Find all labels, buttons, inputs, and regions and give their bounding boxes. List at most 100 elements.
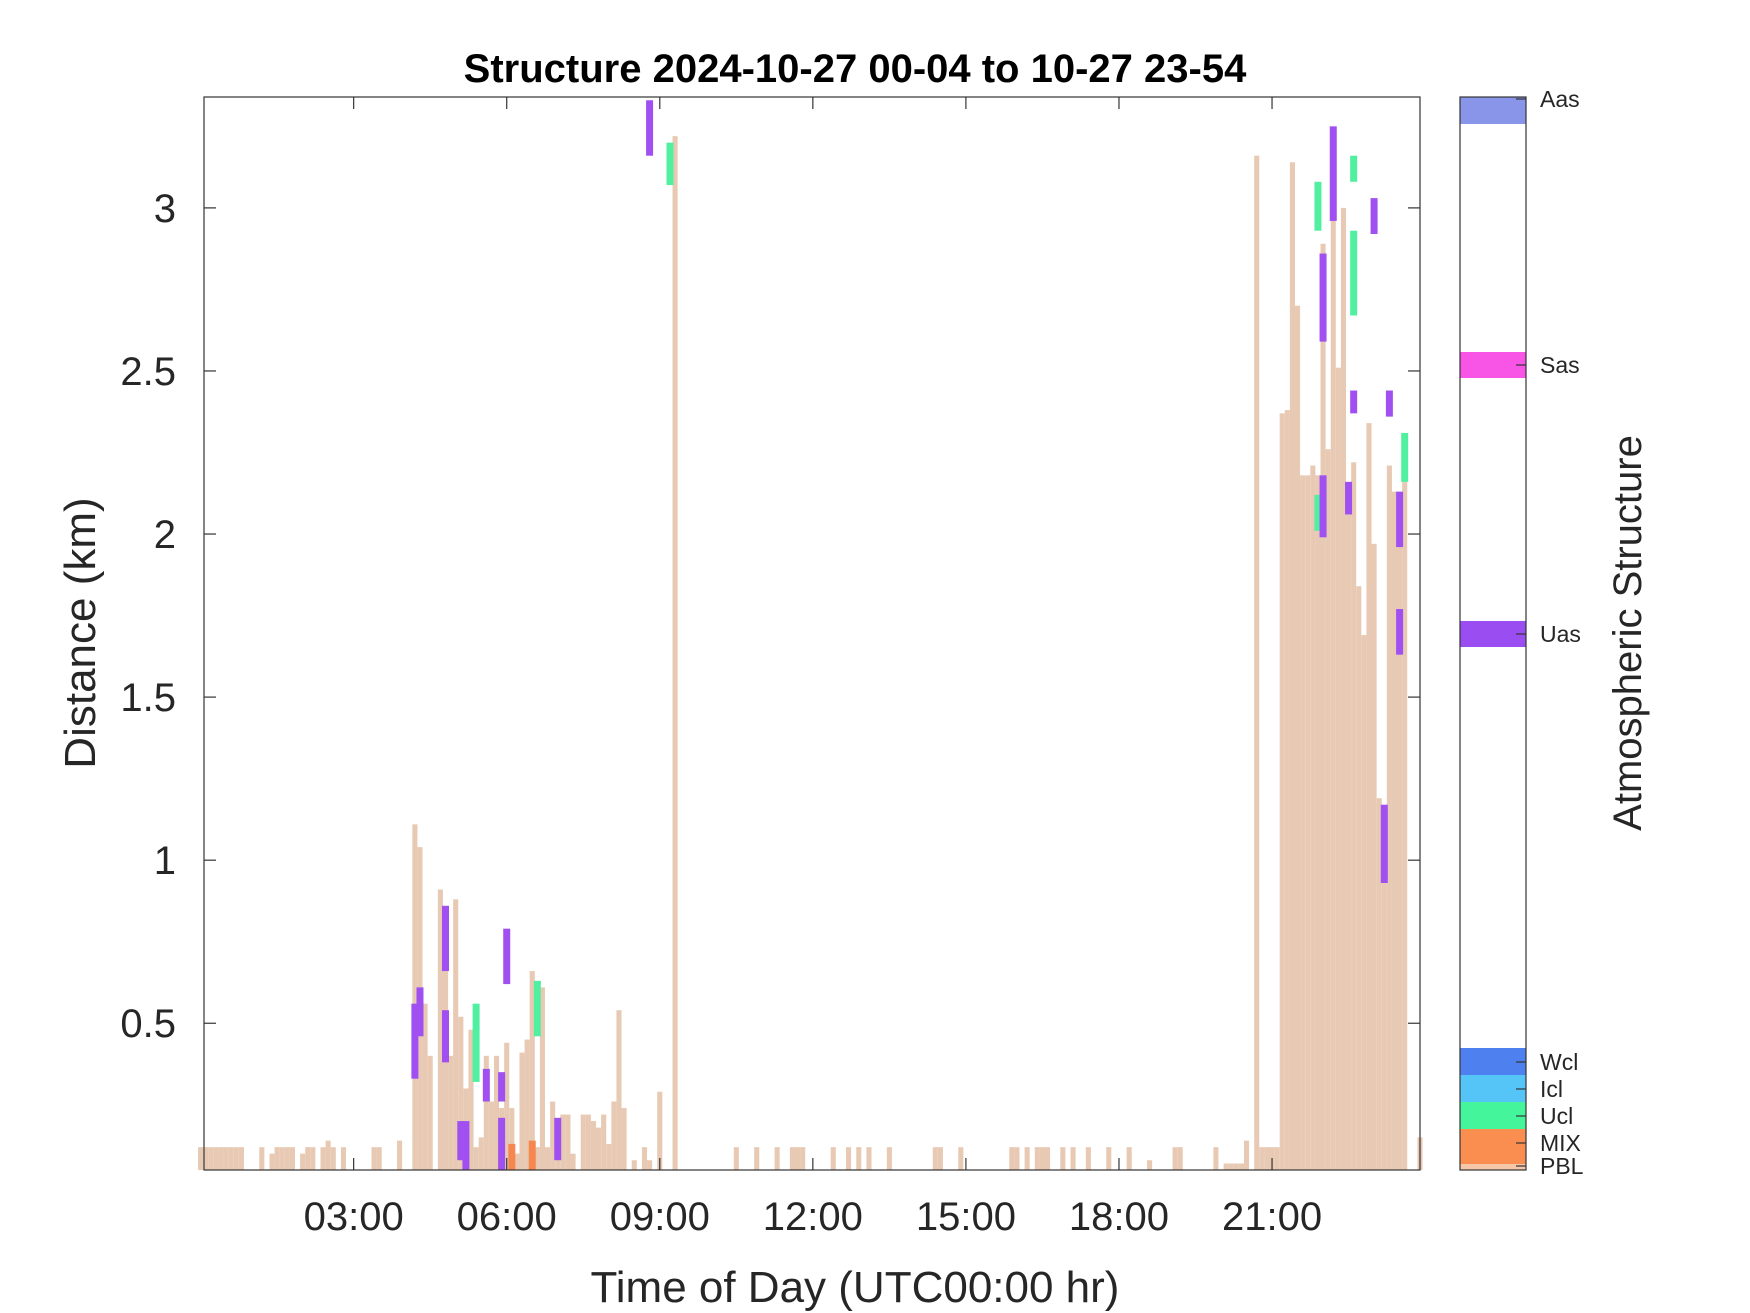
x-tick-label: 15:00 bbox=[916, 1195, 1016, 1239]
pbl-bar bbox=[1381, 804, 1387, 1170]
pbl-bar bbox=[1366, 423, 1372, 1170]
pbl-bar bbox=[274, 1147, 280, 1170]
pbl-bar bbox=[1238, 1163, 1244, 1170]
pbl-bar bbox=[310, 1147, 316, 1170]
uas-segment-series bbox=[411, 100, 1404, 1170]
pbl-bar bbox=[458, 1016, 464, 1170]
pbl-bar bbox=[616, 1010, 622, 1170]
pbl-bar bbox=[1356, 586, 1362, 1170]
pbl-bar bbox=[932, 1147, 938, 1170]
x-axis: 03:00 06:00 09:00 12:00 15:00 18:00 21:00 bbox=[304, 97, 1322, 1239]
y-axis: 0.5 1 1.5 2 2.5 3 bbox=[120, 187, 1420, 1046]
pbl-bar bbox=[1233, 1163, 1239, 1170]
pbl-bar bbox=[1223, 1163, 1229, 1170]
pbl-bar bbox=[412, 824, 418, 1170]
colorbar-block-aas bbox=[1460, 97, 1526, 124]
pbl-bar bbox=[606, 1143, 612, 1170]
uas-segment bbox=[554, 1117, 562, 1161]
plot-area: 03:00 06:00 09:00 12:00 15:00 18:00 21:00 0.5 1… bbox=[120, 96, 1423, 1239]
colorbar-label-pbl: PBL bbox=[1540, 1153, 1584, 1179]
y-tick-label: 0.5 bbox=[120, 1002, 176, 1046]
pbl-bar bbox=[228, 1147, 234, 1170]
uas-segment bbox=[457, 1121, 465, 1161]
y-tick-label: 2.5 bbox=[120, 350, 176, 394]
pbl-bar bbox=[340, 1147, 347, 1170]
pbl-bar bbox=[846, 1147, 852, 1170]
pbl-bar bbox=[611, 1101, 617, 1170]
pbl-bar bbox=[1371, 543, 1377, 1170]
uas-segment bbox=[498, 1072, 506, 1102]
ucl-segment-series bbox=[472, 142, 1409, 1082]
pbl-bar bbox=[1361, 635, 1367, 1170]
pbl-bar bbox=[1351, 462, 1357, 1170]
pbl-bar bbox=[596, 1127, 602, 1170]
y-axis-label: Distance (km) bbox=[56, 497, 105, 768]
colorbar-block-sas bbox=[1460, 352, 1526, 378]
pbl-bar bbox=[1294, 305, 1301, 1170]
pbl-bar bbox=[1274, 1147, 1280, 1170]
pbl-bar bbox=[493, 1055, 500, 1170]
pbl-bar bbox=[560, 1114, 566, 1170]
pbl-bar bbox=[733, 1147, 739, 1170]
x-tick-label: 03:00 bbox=[304, 1195, 404, 1239]
pbl-bar bbox=[565, 1114, 571, 1170]
colorbar-label-ucl: Ucl bbox=[1540, 1103, 1573, 1129]
pbl-bar bbox=[866, 1147, 872, 1170]
pbl-bar bbox=[514, 1153, 520, 1170]
pbl-bar bbox=[1279, 413, 1285, 1171]
pbl-bar bbox=[1386, 465, 1392, 1171]
pbl-bar bbox=[1014, 1147, 1020, 1170]
uas-segment bbox=[416, 987, 424, 1037]
plot-frame bbox=[203, 96, 1421, 1171]
pbl-bar bbox=[468, 1029, 474, 1170]
pbl-bar bbox=[488, 1101, 494, 1170]
pbl-bar bbox=[453, 899, 459, 1170]
uas-segment bbox=[646, 100, 654, 156]
pbl-bar bbox=[570, 1153, 576, 1170]
pbl-bar bbox=[427, 1055, 433, 1170]
pbl-bar bbox=[657, 1091, 663, 1170]
uas-segment bbox=[1345, 481, 1353, 515]
ucl-segment bbox=[1350, 155, 1358, 182]
pbl-bar bbox=[1147, 1160, 1153, 1170]
colorbar-block-uas bbox=[1460, 621, 1526, 647]
pbl-bar bbox=[958, 1147, 964, 1170]
plot-background bbox=[204, 97, 1420, 1170]
pbl-bar bbox=[647, 1160, 653, 1170]
colorbar-label-sas: Sas bbox=[1540, 352, 1580, 378]
pbl-bar bbox=[529, 971, 535, 1170]
uas-segment bbox=[1319, 253, 1327, 342]
pbl-bar bbox=[1284, 410, 1290, 1170]
pbl-bar bbox=[473, 1147, 479, 1170]
pbl-bar bbox=[223, 1147, 229, 1170]
colorbar-label-mix: MIX bbox=[1540, 1130, 1581, 1156]
x-axis-label: Time of Day (UTC00:00 hr) bbox=[591, 1263, 1120, 1312]
pbl-bar bbox=[856, 1147, 862, 1170]
x-tick-label: 12:00 bbox=[763, 1195, 863, 1239]
pbl-bar bbox=[524, 1039, 530, 1170]
pbl-bar bbox=[754, 1147, 760, 1170]
x-tick-label: 21:00 bbox=[1222, 1195, 1322, 1239]
colorbar-block-pbl bbox=[1460, 1164, 1526, 1170]
pbl-bar bbox=[1325, 449, 1331, 1170]
uas-segment bbox=[1396, 491, 1404, 548]
uas-segment bbox=[1380, 804, 1388, 883]
pbl-bar bbox=[550, 1101, 556, 1170]
pbl-bar bbox=[233, 1147, 239, 1170]
chart-title: Structure 2024-10-27 00-04 to 10-27 23-5… bbox=[464, 47, 1247, 91]
uas-segment bbox=[482, 1068, 490, 1102]
colorbar-label-uas: Uas bbox=[1540, 621, 1581, 647]
uas-segment bbox=[441, 905, 449, 972]
pbl-bar bbox=[371, 1147, 377, 1170]
pbl-bar bbox=[794, 1147, 801, 1170]
pbl-bar bbox=[320, 1147, 326, 1170]
pbl-bar bbox=[259, 1147, 265, 1170]
pbl-bar bbox=[1315, 475, 1321, 1171]
pbl-bar bbox=[1254, 155, 1260, 1170]
pbl-bar bbox=[1228, 1163, 1234, 1170]
colorbar-block-icl bbox=[1460, 1075, 1526, 1102]
pbl-bar bbox=[1376, 798, 1382, 1170]
